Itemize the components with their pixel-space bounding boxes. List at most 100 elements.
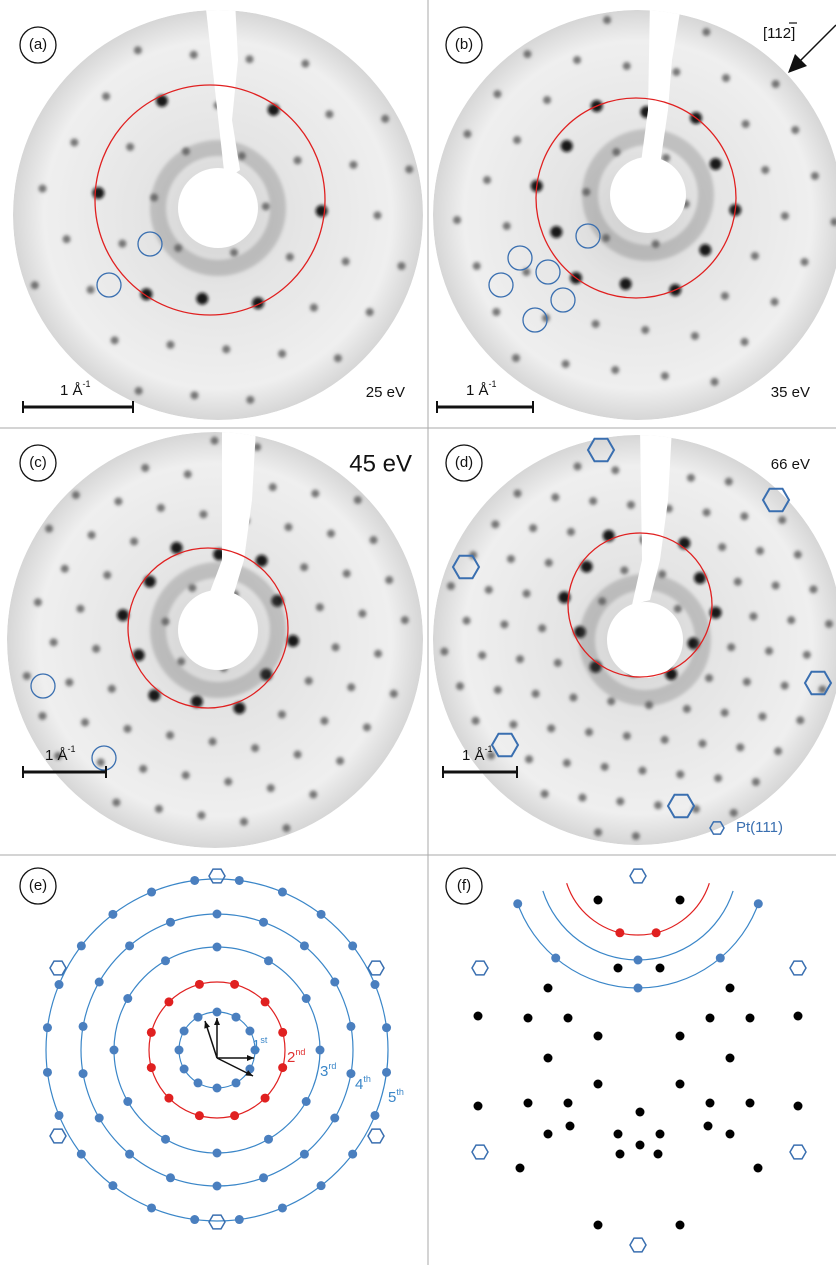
diffraction-spot <box>316 205 328 217</box>
diffraction-spot <box>251 744 259 752</box>
shell-spot <box>77 941 86 950</box>
spot <box>636 1108 645 1117</box>
diffraction-spot <box>401 616 409 624</box>
energy: 45 eV <box>349 450 412 477</box>
diffraction-spot <box>574 462 582 470</box>
diffraction-spot <box>366 308 374 316</box>
shell-spot <box>259 918 268 927</box>
diffraction-spot <box>199 510 207 518</box>
shell-spot <box>166 1173 175 1182</box>
diffraction-spot <box>286 253 294 261</box>
shell-spot <box>232 1013 241 1022</box>
hexagon-marker <box>630 869 646 883</box>
scale-text: 1 Å <box>466 382 489 399</box>
diffraction-spot <box>620 278 632 290</box>
spot <box>594 896 603 905</box>
arrow-head <box>214 1018 220 1025</box>
diffraction-spot <box>166 341 174 349</box>
diffraction-spot <box>525 755 533 763</box>
diffraction-spot <box>320 717 328 725</box>
diffraction-spot <box>282 824 290 832</box>
diffraction-spot <box>563 759 571 767</box>
diffraction-spot <box>456 682 464 690</box>
shell-spot <box>634 984 643 993</box>
diffraction-spot <box>523 590 531 598</box>
shell-spot <box>55 1111 64 1120</box>
hexagon-marker <box>790 1145 806 1159</box>
shell-spot <box>754 899 763 908</box>
spot <box>524 1099 533 1108</box>
direction-close: ] <box>791 25 795 42</box>
shell-spot <box>652 928 661 937</box>
spot <box>746 1099 755 1108</box>
scale-label: 1 Å-1 <box>466 379 497 399</box>
spot <box>676 896 685 905</box>
shell-spot <box>123 1097 132 1106</box>
shell-spot <box>235 876 244 885</box>
shell-spot <box>164 997 173 1006</box>
shell-spot <box>55 980 64 989</box>
diffraction-spot <box>541 790 549 798</box>
diffraction-spot <box>623 732 631 740</box>
diffraction-spot <box>155 805 163 813</box>
shell-spot <box>382 1068 391 1077</box>
shell-spot <box>125 941 134 950</box>
shell-spot <box>348 1150 357 1159</box>
shell-spot <box>95 978 104 987</box>
diffraction-spot <box>374 650 382 658</box>
spot <box>726 1054 735 1063</box>
diffraction-spot <box>772 80 780 88</box>
scale-text: 1 Å <box>462 747 485 764</box>
leed-pattern <box>433 0 836 420</box>
diffraction-spot <box>529 524 537 532</box>
diffraction-spot <box>370 536 378 544</box>
diffraction-spot <box>607 697 615 705</box>
shell-label: 5th <box>388 1087 404 1106</box>
diffraction-spot <box>513 136 521 144</box>
hexagon-marker <box>472 1145 488 1159</box>
diffraction-spot <box>45 525 53 533</box>
diffraction-spot <box>88 531 96 539</box>
diffraction-spot <box>585 728 593 736</box>
diffraction-spot <box>381 115 389 123</box>
diffraction-spot <box>787 616 795 624</box>
panel-label: (e) <box>29 877 47 894</box>
diffraction-spot <box>311 490 319 498</box>
panel-label: (d) <box>455 454 473 471</box>
spot <box>566 1122 575 1131</box>
diffraction-spot <box>209 738 217 746</box>
diffraction-spot <box>92 187 104 199</box>
diffraction-spot <box>373 211 381 219</box>
diffraction-spot <box>108 685 116 693</box>
diffraction-spot <box>803 651 811 659</box>
hexagon-marker <box>368 961 384 975</box>
diffraction-spot <box>349 161 357 169</box>
shell-spot <box>232 1078 241 1087</box>
diffraction-spot <box>632 832 640 840</box>
diffraction-spot <box>736 743 744 751</box>
shell-spot <box>716 954 725 963</box>
shell-spot <box>190 1215 199 1224</box>
shell-spot <box>634 956 643 965</box>
diffraction-spot <box>23 672 31 680</box>
diffraction-spot <box>567 528 575 536</box>
scale-sup: -1 <box>489 379 497 389</box>
shell-spot <box>317 1181 326 1190</box>
diffraction-spot <box>771 298 779 306</box>
diffraction-spot <box>661 736 669 744</box>
shell-spot <box>79 1022 88 1031</box>
scale-sup: -1 <box>83 379 91 389</box>
hexagon-marker <box>472 961 488 975</box>
spot <box>474 1102 483 1111</box>
diffraction-spot <box>781 682 789 690</box>
shell-spot <box>164 1094 173 1103</box>
shell-spot <box>278 888 287 897</box>
diffraction-spot <box>603 16 611 24</box>
diffraction-spot <box>278 710 286 718</box>
diffraction-spot <box>765 647 773 655</box>
diffraction-spot <box>278 350 286 358</box>
diffraction-spot <box>463 130 471 138</box>
shell-spot <box>551 954 560 963</box>
shell-spot <box>330 1114 339 1123</box>
shell-spot <box>278 1028 287 1037</box>
